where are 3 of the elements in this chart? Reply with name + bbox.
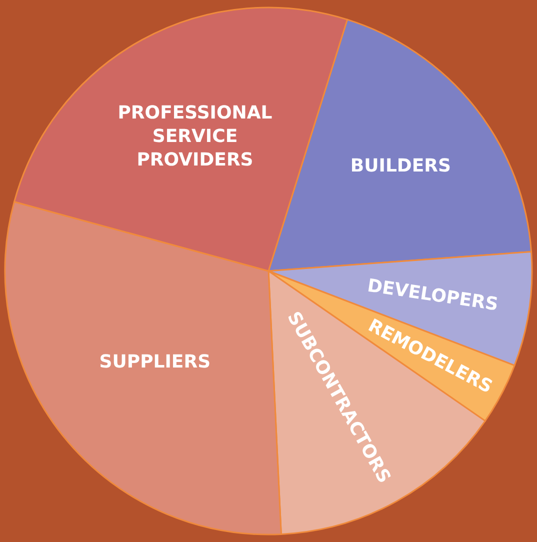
slice-label: PROFESSIONAL SERVICE PROVIDERS bbox=[118, 102, 272, 171]
slice-label: BUILDERS bbox=[350, 156, 451, 177]
slice-label: SUPPLIERS bbox=[99, 352, 211, 373]
